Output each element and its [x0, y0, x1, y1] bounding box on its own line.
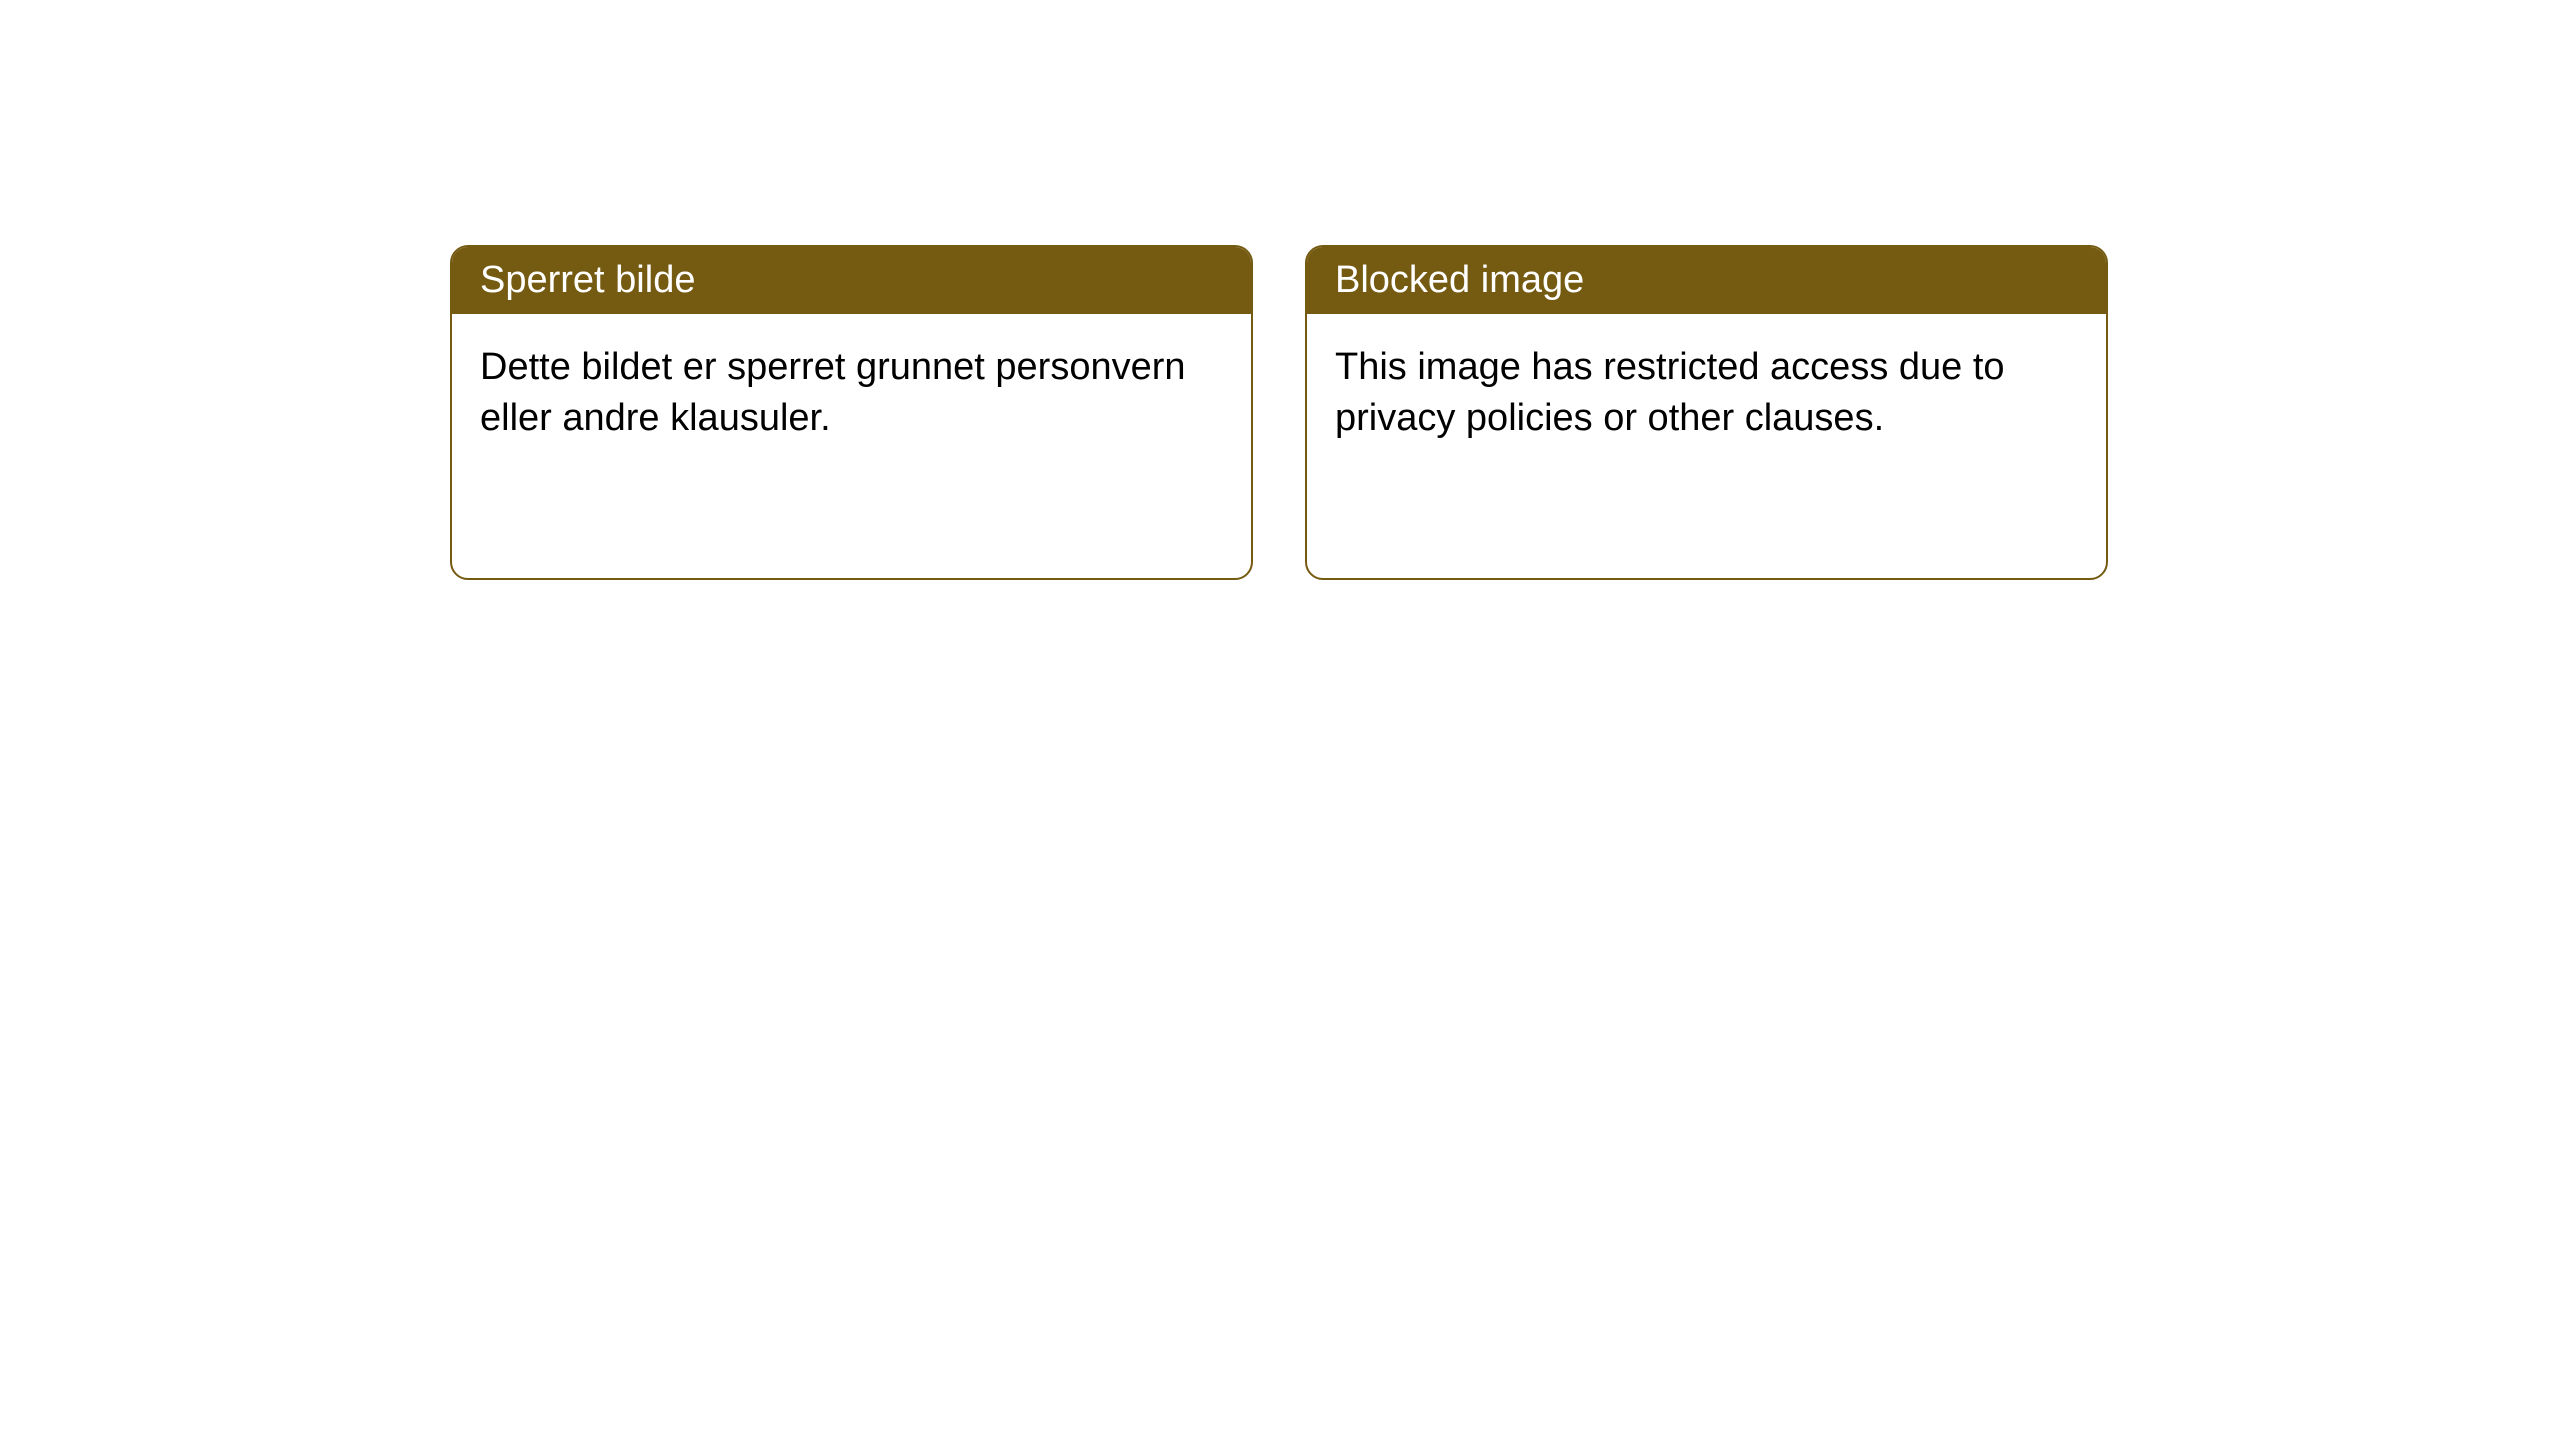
notice-body: Dette bildet er sperret grunnet personve… — [452, 314, 1251, 473]
notice-title: Blocked image — [1335, 259, 1584, 301]
notice-body-text: This image has restricted access due to … — [1335, 346, 2005, 439]
notices-container: Sperret bilde Dette bildet er sperret gr… — [450, 245, 2560, 580]
notice-body-text: Dette bildet er sperret grunnet personve… — [480, 346, 1186, 439]
notice-header: Blocked image — [1307, 247, 2106, 314]
notice-title: Sperret bilde — [480, 259, 695, 301]
notice-header: Sperret bilde — [452, 247, 1251, 314]
notice-box-norwegian: Sperret bilde Dette bildet er sperret gr… — [450, 245, 1253, 580]
notice-body: This image has restricted access due to … — [1307, 314, 2106, 473]
notice-box-english: Blocked image This image has restricted … — [1305, 245, 2108, 580]
